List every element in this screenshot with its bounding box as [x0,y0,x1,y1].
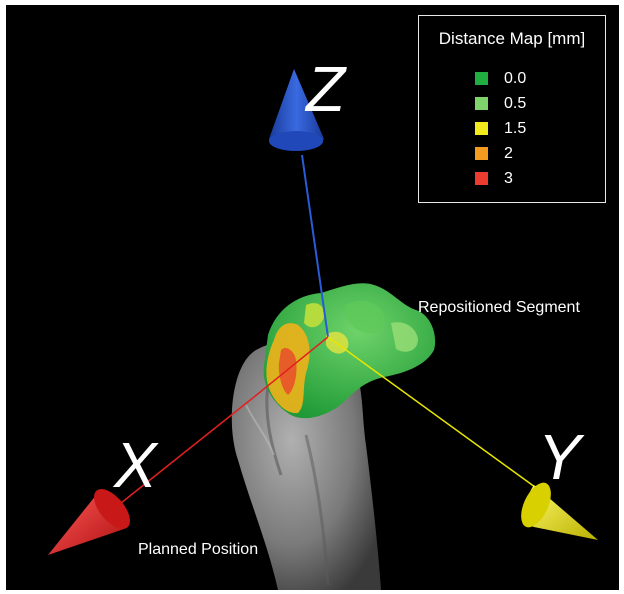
y-axis-label: Y [538,421,581,493]
legend-swatch [475,97,488,110]
legend-label: 2 [504,144,513,162]
legend-item: 2 [475,141,526,166]
legend-item: 0.0 [475,66,526,91]
repositioned-segment-label: Repositioned Segment [418,299,580,316]
y-axis-cone[interactable] [515,478,598,540]
legend-title: Distance Map [mm] [438,29,586,48]
legend-label: 1.5 [504,119,527,137]
legend-label: 0.5 [504,94,527,112]
scene-svg [48,69,598,590]
z-axis-label: Z [306,53,346,125]
legend-label: 0.0 [504,69,527,87]
legend-item: 1.5 [475,116,526,141]
planned-position-label: Planned Position [138,541,259,558]
bone-model [231,341,381,590]
legend-item: 3 [475,166,526,191]
legend-swatch [475,72,488,85]
3d-viewport[interactable]: Z X Y Repositioned Segment Planned Posit… [6,5,619,590]
legend-swatch [475,122,488,135]
legend-list: 0.0 0.5 1.5 2 3 [475,66,526,191]
x-axis-cone[interactable] [48,483,137,555]
axis-lines [115,154,547,508]
legend-swatch [475,147,488,160]
z-axis-cone[interactable] [269,69,324,151]
legend-label: 3 [504,169,513,187]
distance-map-legend: Distance Map [mm] 0.0 0.5 1.5 2 3 [418,15,606,203]
legend-item: 0.5 [475,91,526,116]
legend-swatch [475,172,488,185]
x-axis-label: X [114,429,157,501]
